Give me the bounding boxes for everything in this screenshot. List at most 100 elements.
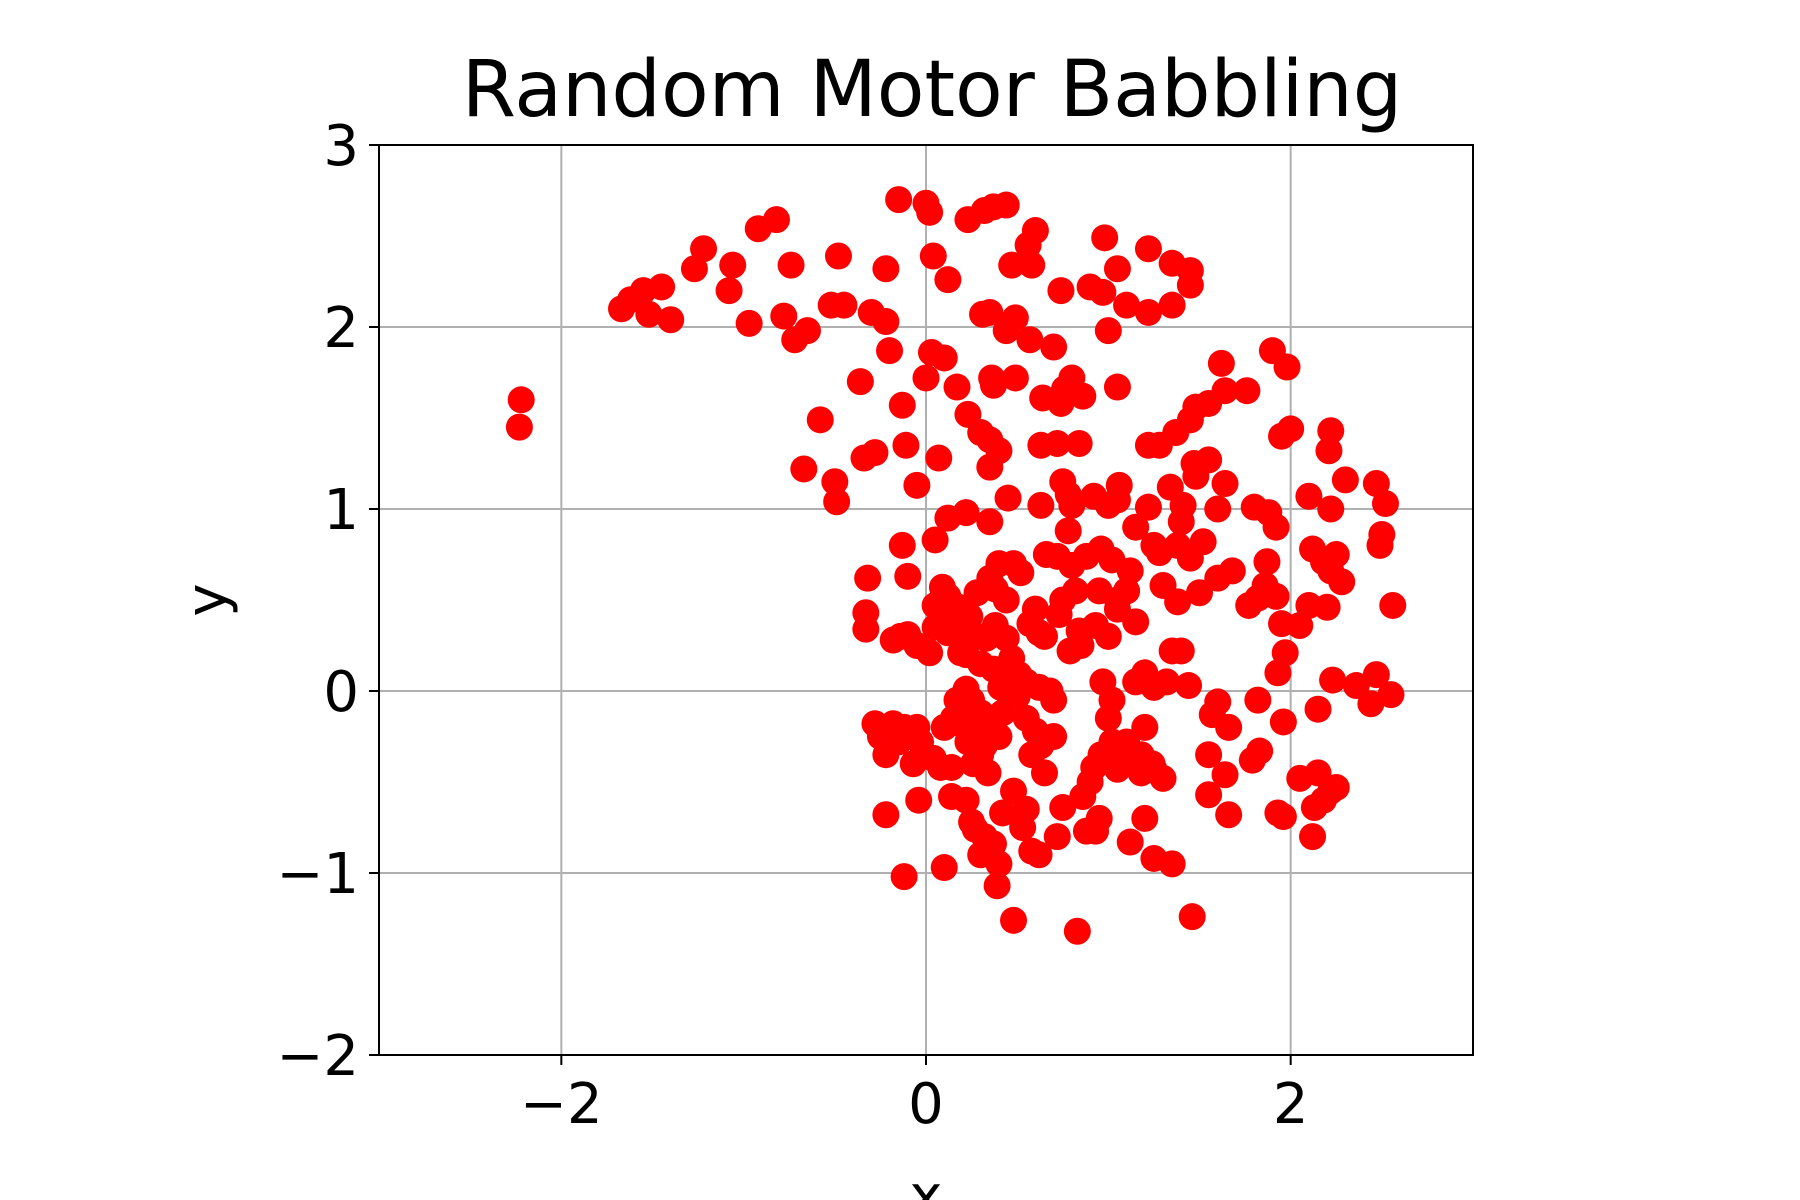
data-point (1134, 298, 1162, 326)
data-point (1368, 520, 1396, 548)
data-point (1000, 777, 1028, 805)
data-point (1315, 437, 1343, 465)
data-point (1331, 466, 1359, 494)
data-point (872, 255, 900, 283)
data-point (1362, 661, 1390, 689)
x-tick-label: −2 (520, 1072, 603, 1137)
data-point (1065, 429, 1093, 457)
data-point (1264, 659, 1292, 687)
data-point (974, 759, 1002, 787)
data-point (899, 750, 927, 778)
data-point (762, 206, 790, 234)
data-point (1195, 781, 1223, 809)
data-point (790, 455, 818, 483)
data-point (1040, 686, 1068, 714)
data-point (1164, 588, 1192, 616)
data-point (885, 186, 913, 214)
data-point (976, 508, 1004, 536)
data-point (1131, 804, 1159, 832)
data-point (967, 841, 995, 869)
data-point (1379, 591, 1407, 619)
data-point (1211, 470, 1239, 498)
data-point (1269, 803, 1297, 831)
data-point (1089, 278, 1117, 306)
data-point (1049, 793, 1077, 821)
data-point (1273, 353, 1301, 381)
data-point (1299, 823, 1327, 851)
data-point (892, 431, 920, 459)
data-point (719, 251, 747, 279)
data-point (1140, 844, 1168, 872)
data-point (919, 242, 947, 270)
data-point (1040, 723, 1068, 750)
data-point (1167, 637, 1195, 665)
data-point (850, 444, 878, 472)
data-point (890, 863, 918, 891)
data-point (989, 799, 1017, 827)
data-point (930, 344, 958, 372)
data-point (1116, 557, 1144, 585)
data-point (1067, 632, 1095, 659)
data-point (888, 531, 916, 559)
data-point (1025, 841, 1053, 869)
data-point (1317, 495, 1345, 523)
data-point (1211, 377, 1239, 405)
data-point (1103, 255, 1131, 283)
data-point (1295, 482, 1323, 510)
data-point (1054, 517, 1082, 545)
data-point (1262, 582, 1290, 610)
data-point (1069, 783, 1097, 811)
data-point (1176, 271, 1204, 299)
data-point (912, 364, 940, 392)
data-point (1304, 695, 1332, 723)
data-point (770, 302, 798, 330)
data-point (958, 808, 986, 836)
chart-title: Random Motor Babbling (462, 45, 1403, 135)
data-point (1233, 377, 1261, 405)
data-point (943, 373, 971, 401)
data-point (1000, 906, 1028, 934)
data-point (635, 300, 663, 328)
data-point (1204, 495, 1232, 523)
data-point (934, 504, 962, 532)
data-point (1138, 750, 1166, 778)
data-point (1178, 903, 1206, 931)
data-point (969, 300, 997, 328)
data-point (1186, 579, 1213, 607)
data-point (1001, 364, 1029, 392)
data-point (1262, 513, 1290, 541)
data-point (872, 801, 900, 829)
data-point (938, 783, 966, 811)
data-point (1021, 217, 1049, 245)
data-point (861, 710, 889, 738)
data-point (1122, 608, 1150, 636)
data-point (1027, 491, 1055, 519)
y-tick-label: 2 (323, 296, 359, 361)
data-point (885, 728, 913, 756)
data-point (1043, 823, 1071, 851)
data-point (715, 277, 743, 305)
y-axis-label: y (175, 583, 240, 616)
data-point (1204, 688, 1232, 716)
y-tick-label: −1 (276, 842, 359, 907)
data-point (1195, 741, 1223, 769)
data-point (1246, 737, 1274, 765)
data-point (505, 413, 533, 441)
data-point (979, 371, 1007, 399)
data-point (657, 306, 685, 334)
data-point (735, 309, 763, 337)
data-point (821, 468, 849, 496)
data-point (1031, 759, 1059, 787)
data-point (1218, 557, 1246, 585)
data-point (1049, 586, 1077, 614)
data-point (1322, 541, 1350, 568)
data-point (998, 251, 1026, 279)
y-tick-label: 0 (323, 660, 359, 725)
data-point (994, 484, 1022, 512)
data-point (1029, 384, 1057, 412)
data-point (1215, 801, 1243, 829)
data-point (1094, 317, 1122, 345)
data-point (507, 386, 535, 414)
data-point (872, 308, 900, 336)
